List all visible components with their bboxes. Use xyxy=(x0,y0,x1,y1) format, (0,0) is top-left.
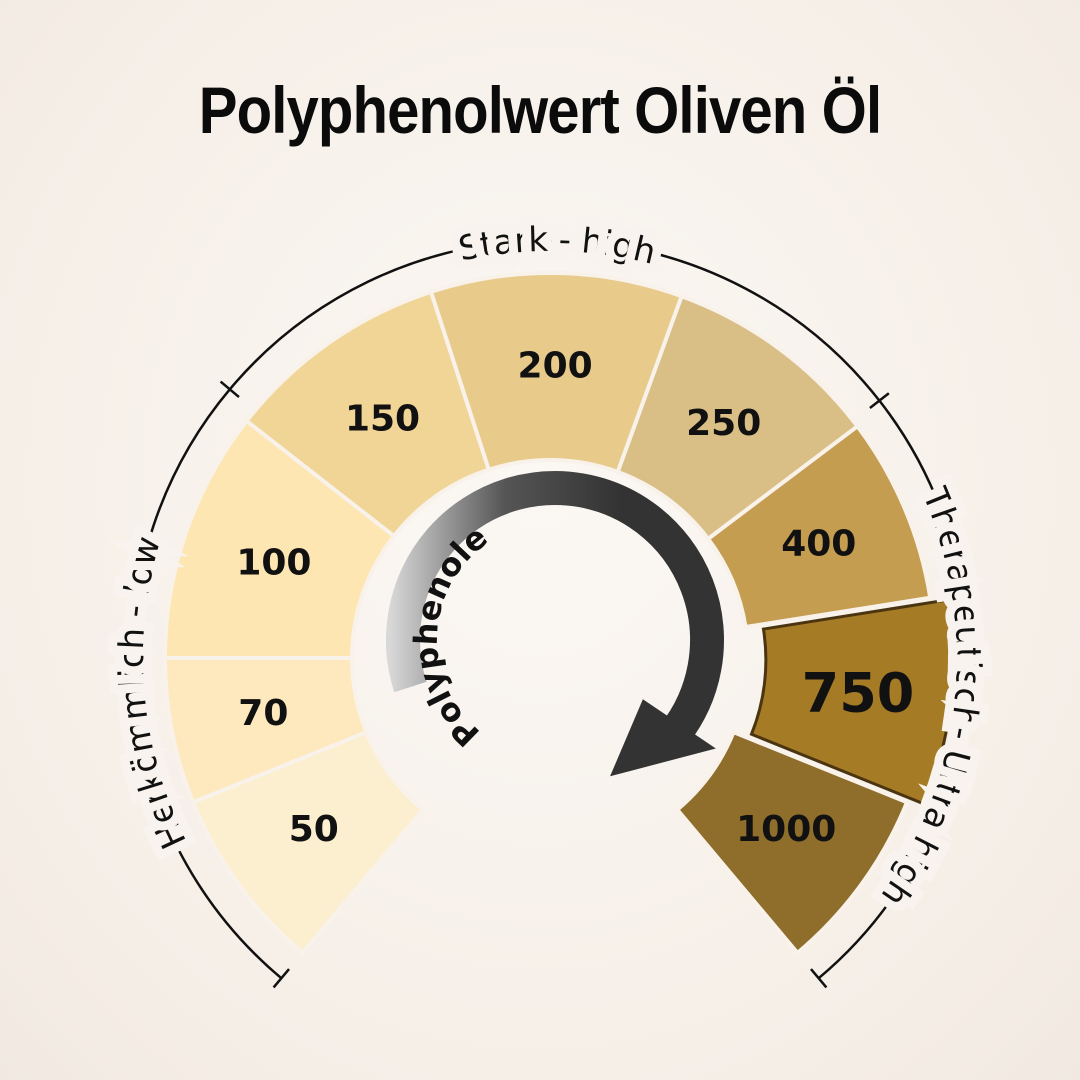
range-brackets xyxy=(130,238,970,989)
segment-50 xyxy=(190,729,426,956)
segment-200 xyxy=(428,271,685,475)
segment-70 xyxy=(162,656,370,805)
segment-250 xyxy=(615,293,861,542)
segment-1000 xyxy=(674,729,910,956)
bracket-arc xyxy=(130,388,283,980)
bracket-tick xyxy=(869,392,890,410)
segment-label-250: 250 xyxy=(686,403,761,444)
segment-label-400: 400 xyxy=(781,523,856,564)
segment-label-200: 200 xyxy=(518,346,593,387)
curved-arrow-icon xyxy=(386,471,724,777)
segment-label-750: 750 xyxy=(802,662,915,725)
gauge-segments: 50 70 100 150 200 250 400 750 1000 xyxy=(162,271,955,956)
bracket-arc xyxy=(817,399,970,980)
segment-label-1000: 1000 xyxy=(736,809,836,850)
segment-label-50: 50 xyxy=(289,809,339,850)
bracket-tick xyxy=(219,380,240,398)
segment-400 xyxy=(705,423,933,630)
arrow-head xyxy=(610,699,716,777)
bracket-tick xyxy=(272,968,290,989)
segment-label-70: 70 xyxy=(238,693,288,734)
page-title: Polyphenolwert Oliven Öl xyxy=(198,73,882,147)
segment-label-100: 100 xyxy=(236,542,311,583)
segment-150 xyxy=(243,289,492,539)
bracket-arc xyxy=(228,238,881,402)
segment-label-150: 150 xyxy=(345,398,420,439)
bracket-tick xyxy=(810,968,828,989)
segment-750 xyxy=(749,598,955,807)
arrow-band xyxy=(386,471,724,745)
bracket-label-high: Stark - high xyxy=(455,220,659,273)
segment-100 xyxy=(162,418,397,660)
